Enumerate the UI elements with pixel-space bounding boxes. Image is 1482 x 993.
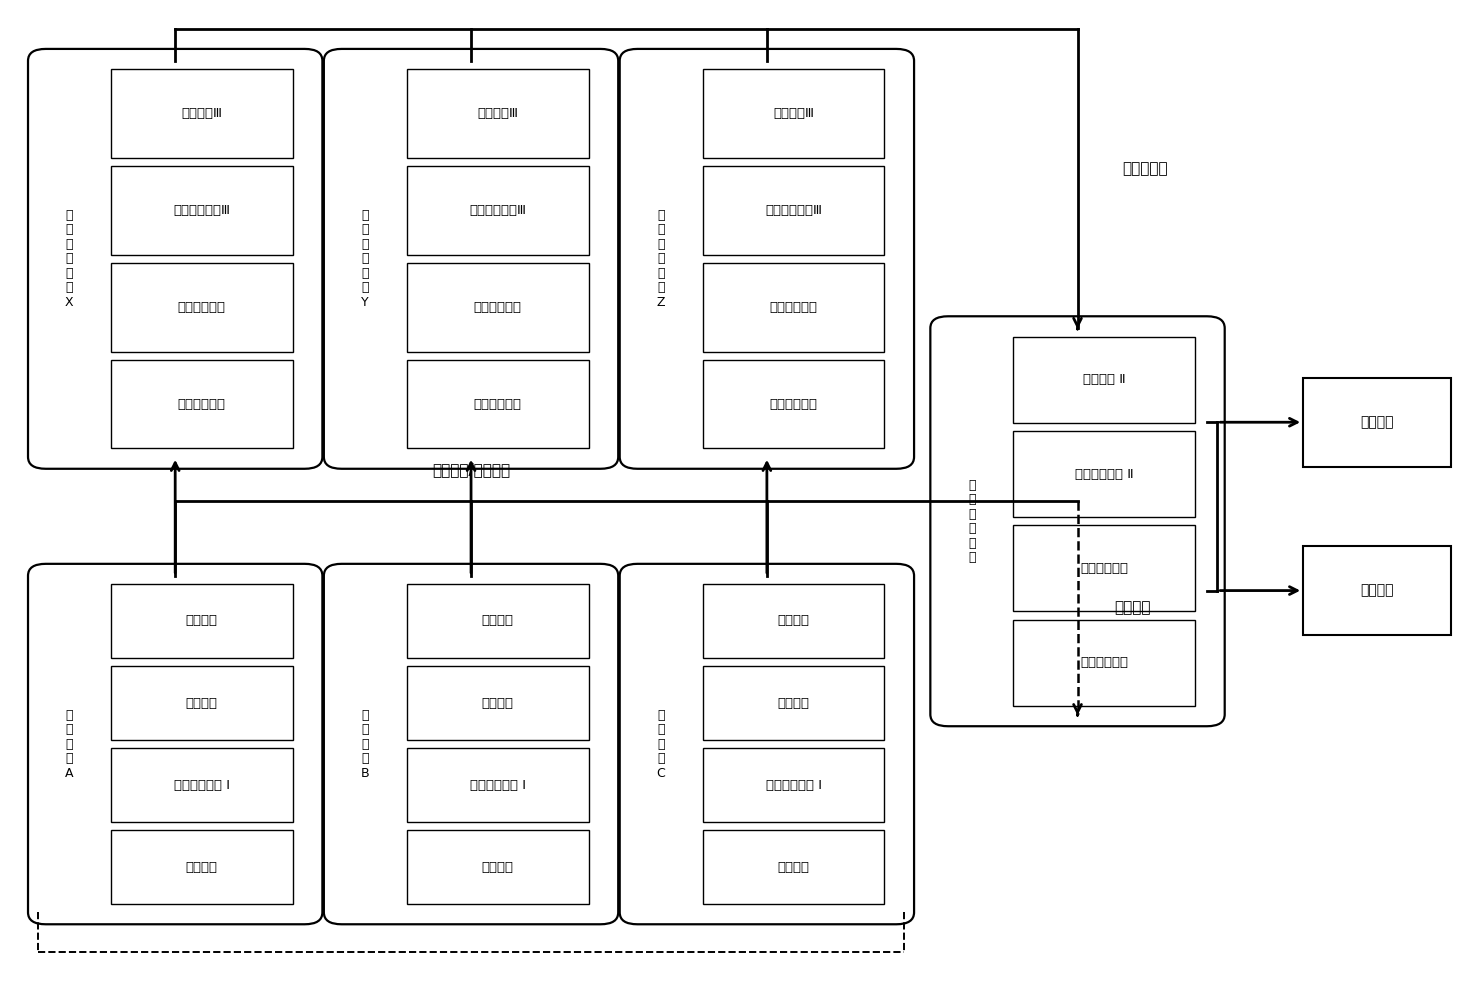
Bar xyxy=(702,666,885,740)
Text: 图像采集模块: 图像采集模块 xyxy=(769,301,818,314)
Bar xyxy=(111,263,293,352)
Text: 图像采集模块: 图像采集模块 xyxy=(178,301,225,314)
Text: 无线传输模块Ⅲ: 无线传输模块Ⅲ xyxy=(173,204,230,216)
Bar xyxy=(702,584,885,657)
Text: 控制模块 Ⅱ: 控制模块 Ⅱ xyxy=(1083,373,1125,386)
Bar xyxy=(111,166,293,254)
Text: 终
端
接
口
装
置
Y: 终 端 接 口 装 置 Y xyxy=(362,209,369,309)
Text: 输
入
装
置
A: 输 入 装 置 A xyxy=(65,709,74,780)
Text: 输
入
装
置
B: 输 入 装 置 B xyxy=(362,709,369,780)
Bar xyxy=(111,584,293,657)
Text: 控制模块Ⅲ: 控制模块Ⅲ xyxy=(181,107,222,120)
Bar xyxy=(406,749,588,822)
Bar xyxy=(111,666,293,740)
Bar xyxy=(702,360,885,449)
Text: 功能模块: 功能模块 xyxy=(482,696,514,710)
Text: 操作信号/切换信号: 操作信号/切换信号 xyxy=(431,462,510,477)
Text: 无线传输模块 Ⅰ: 无线传输模块 Ⅰ xyxy=(766,779,821,791)
Bar xyxy=(1014,620,1194,706)
Text: 声音采集模块: 声音采集模块 xyxy=(178,398,225,411)
Text: 声音采集模块: 声音采集模块 xyxy=(474,398,522,411)
FancyBboxPatch shape xyxy=(325,49,618,469)
Text: 输
出
切
换
装
置: 输 出 切 换 装 置 xyxy=(968,479,975,564)
Bar xyxy=(406,70,588,158)
Text: 终
端
接
口
装
置
X: 终 端 接 口 装 置 X xyxy=(65,209,74,309)
Bar xyxy=(702,166,885,254)
Text: 输
入
装
置
C: 输 入 装 置 C xyxy=(657,709,665,780)
Text: 切换信号: 切换信号 xyxy=(1114,601,1152,616)
Text: 图像输出模块: 图像输出模块 xyxy=(1080,562,1128,575)
Text: 显示设备: 显示设备 xyxy=(1360,415,1393,429)
Bar xyxy=(406,666,588,740)
Text: 切换模块: 切换模块 xyxy=(778,615,809,628)
Bar xyxy=(406,830,588,904)
Bar xyxy=(702,263,885,352)
Bar xyxy=(1014,431,1194,517)
Bar xyxy=(702,70,885,158)
FancyBboxPatch shape xyxy=(931,317,1224,726)
Text: 显示模块: 显示模块 xyxy=(185,861,218,874)
Bar xyxy=(406,584,588,657)
Text: 控制模块Ⅲ: 控制模块Ⅲ xyxy=(477,107,519,120)
Text: 无线传输模块Ⅲ: 无线传输模块Ⅲ xyxy=(470,204,526,216)
Bar xyxy=(1014,525,1194,612)
Text: 音响设备: 音响设备 xyxy=(1360,584,1393,598)
FancyBboxPatch shape xyxy=(325,564,618,924)
Text: 控制模块Ⅲ: 控制模块Ⅲ xyxy=(774,107,814,120)
Bar xyxy=(702,830,885,904)
Bar xyxy=(1014,337,1194,423)
FancyBboxPatch shape xyxy=(619,49,914,469)
FancyBboxPatch shape xyxy=(28,49,323,469)
Text: 功能模块: 功能模块 xyxy=(185,696,218,710)
Text: 声音输出模块: 声音输出模块 xyxy=(1080,656,1128,669)
Text: 切换模块: 切换模块 xyxy=(482,615,514,628)
Bar xyxy=(111,830,293,904)
Text: 无线传输模块 Ⅰ: 无线传输模块 Ⅰ xyxy=(173,779,230,791)
Text: 切换模块: 切换模块 xyxy=(185,615,218,628)
Bar xyxy=(406,166,588,254)
Text: 无线传输模块 Ⅱ: 无线传输模块 Ⅱ xyxy=(1074,468,1134,481)
Bar xyxy=(1303,546,1451,636)
FancyBboxPatch shape xyxy=(28,564,323,924)
Text: 终
端
接
口
装
置
Z: 终 端 接 口 装 置 Z xyxy=(657,209,665,309)
Text: 功能模块: 功能模块 xyxy=(778,696,809,710)
Bar xyxy=(406,263,588,352)
Text: 音视频信号: 音视频信号 xyxy=(1122,161,1168,176)
Text: 无线传输模块Ⅲ: 无线传输模块Ⅲ xyxy=(765,204,823,216)
Text: 图像采集模块: 图像采集模块 xyxy=(474,301,522,314)
Bar xyxy=(111,360,293,449)
Text: 声音采集模块: 声音采集模块 xyxy=(769,398,818,411)
Bar xyxy=(406,360,588,449)
Text: 无线传输模块 Ⅰ: 无线传输模块 Ⅰ xyxy=(470,779,526,791)
Bar xyxy=(702,749,885,822)
Text: 显示模块: 显示模块 xyxy=(482,861,514,874)
Bar xyxy=(1303,377,1451,467)
Bar xyxy=(111,749,293,822)
FancyBboxPatch shape xyxy=(619,564,914,924)
Text: 显示模块: 显示模块 xyxy=(778,861,809,874)
Bar xyxy=(111,70,293,158)
